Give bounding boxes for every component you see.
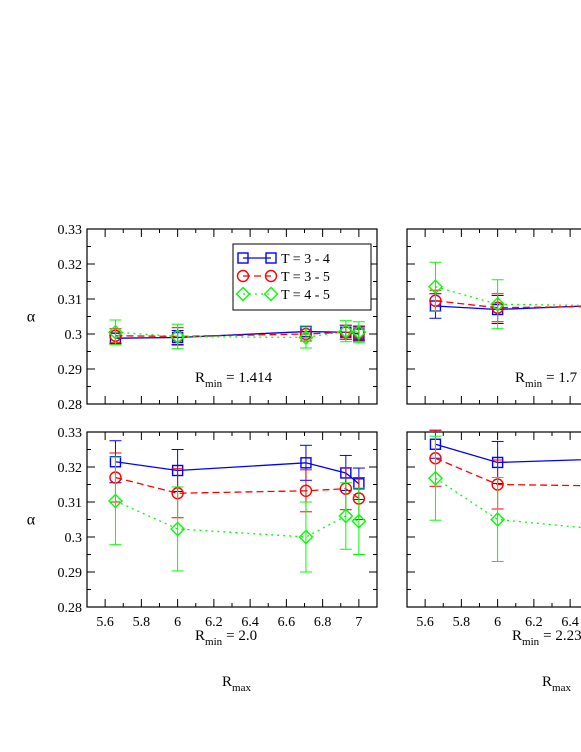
legend-marker-square bbox=[265, 252, 277, 264]
series-3 bbox=[107, 456, 367, 573]
plot-frame bbox=[86, 431, 378, 608]
data-point-circle bbox=[299, 484, 313, 497]
x-axis-label: Rmax bbox=[222, 674, 251, 694]
y-tick-label: 0.32 bbox=[58, 461, 83, 476]
panel-bottom-right: 5.6 5.8 6 6.2 6.4 Rmax Rmin = 2.23 bbox=[406, 429, 581, 694]
series-3 bbox=[427, 261, 581, 330]
y-tick-label: 0.33 bbox=[58, 223, 83, 238]
y-tick-label: 0.31 bbox=[58, 293, 83, 308]
y-tick-label: 0.33 bbox=[58, 426, 83, 441]
y-tick-label: 0.28 bbox=[58, 398, 83, 413]
x-tick-label: 6.8 bbox=[314, 615, 332, 630]
x-tick-label: 6.2 bbox=[525, 615, 543, 630]
y-axis-label: α bbox=[27, 309, 36, 326]
legend-marker-circle bbox=[236, 269, 250, 283]
panel-top-left: 0.28 0.29 0.3 0.31 0.32 0.33 α Rmin = 1.414 bbox=[27, 223, 378, 413]
series-2 bbox=[429, 429, 581, 510]
series-line bbox=[115, 476, 360, 500]
series-line bbox=[435, 286, 581, 307]
panel-annotation: Rmin = 1.414 bbox=[195, 370, 273, 390]
data-point-diamond bbox=[107, 493, 123, 509]
legend: T = 3 - 4 T = 3 - 5 T = 4 - 5 bbox=[232, 243, 372, 311]
x-tick-label: 6.4 bbox=[561, 615, 579, 630]
data-point-diamond bbox=[427, 470, 443, 486]
series-2 bbox=[109, 324, 366, 346]
legend-label: T = 3 - 4 bbox=[281, 252, 330, 267]
data-point-diamond bbox=[107, 324, 123, 340]
data-point-diamond bbox=[298, 330, 314, 345]
x-tick-label: 7 bbox=[355, 615, 362, 630]
legend-marker-square bbox=[237, 252, 249, 264]
data-point-diamond bbox=[351, 513, 367, 529]
x-tick-label: 5.8 bbox=[133, 615, 151, 630]
data-point-diamond bbox=[427, 279, 443, 295]
series-2 bbox=[109, 452, 366, 520]
legend-marker-diamond bbox=[263, 286, 279, 302]
y-tick-label: 0.29 bbox=[58, 363, 83, 378]
figure-root: 0.28 0.29 0.3 0.31 0.32 0.33 α Rmin = 1.414 Rmin =… bbox=[27, 223, 581, 694]
series-1 bbox=[109, 440, 365, 501]
legend-marker-diamond bbox=[235, 286, 251, 302]
series-line bbox=[115, 330, 359, 339]
panel-annotation: Rmin = 2.23 bbox=[512, 628, 581, 648]
y-tick-label: 0.3 bbox=[65, 531, 83, 546]
data-point-diamond bbox=[170, 521, 186, 537]
series-line bbox=[115, 461, 360, 485]
data-point-diamond bbox=[490, 512, 506, 527]
series-3 bbox=[427, 435, 581, 562]
data-point-diamond bbox=[338, 508, 354, 524]
x-tick-label: 5.6 bbox=[96, 615, 114, 630]
data-point-diamond bbox=[338, 323, 354, 339]
data-point-diamond bbox=[298, 529, 314, 545]
y-axis-label: α bbox=[27, 512, 36, 529]
series-3 bbox=[107, 319, 367, 350]
y-tick-label: 0.32 bbox=[58, 258, 83, 273]
x-tick-label: 6.4 bbox=[241, 615, 259, 630]
x-tick-label: 6.2 bbox=[205, 615, 223, 630]
panel-annotation: Rmin = 2.0 bbox=[195, 628, 257, 648]
series-line bbox=[115, 500, 360, 538]
series-line bbox=[435, 443, 581, 464]
panel-top-right: Rmin = 1.7 bbox=[406, 228, 581, 405]
data-point-diamond bbox=[351, 324, 367, 340]
x-tick-label: 5.8 bbox=[453, 615, 471, 630]
legend-label: T = 3 - 5 bbox=[281, 270, 330, 285]
x-tick-label: 5.6 bbox=[416, 615, 434, 630]
series-line bbox=[435, 477, 581, 529]
data-point-square bbox=[300, 457, 312, 469]
data-point-diamond bbox=[490, 296, 506, 312]
x-axis-label: Rmax bbox=[542, 674, 571, 694]
y-tick-label: 0.31 bbox=[58, 496, 83, 511]
y-tick-label: 0.3 bbox=[65, 328, 83, 343]
x-tick-label: 6.6 bbox=[278, 615, 296, 630]
legend-label: T = 4 - 5 bbox=[281, 288, 330, 303]
series-1 bbox=[429, 429, 581, 484]
legend-marker-circle bbox=[264, 269, 278, 283]
x-tick-label: 6 bbox=[494, 615, 501, 630]
series-2 bbox=[429, 289, 581, 323]
y-tick-label: 0.29 bbox=[58, 566, 83, 581]
x-tick-label: 6 bbox=[174, 615, 181, 630]
data-point-diamond bbox=[170, 328, 186, 344]
legend-box bbox=[232, 243, 372, 311]
panel-bottom-left: 0.28 0.29 0.3 0.31 0.32 0.33 5.6 5.8 6 6.2 6.4 6.6 6… bbox=[27, 426, 378, 694]
y-tick-label: 0.28 bbox=[58, 601, 83, 616]
panel-annotation: Rmin = 1.7 bbox=[515, 370, 578, 390]
